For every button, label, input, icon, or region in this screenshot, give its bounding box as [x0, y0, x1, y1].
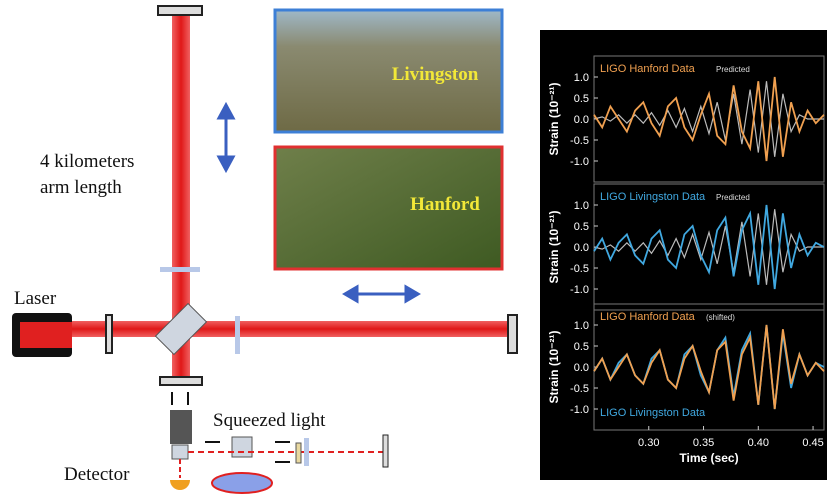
laser-label: Laser	[14, 288, 57, 309]
legend-entry: LIGO Hanford Data	[600, 311, 696, 323]
mirror	[508, 315, 517, 353]
optic	[304, 438, 309, 466]
y-tick-label: 1.0	[574, 320, 589, 332]
y-tick-label: 1.0	[574, 72, 589, 84]
x-tick-label: 0.40	[748, 437, 769, 449]
beam-splitter	[156, 304, 207, 355]
y-axis-label: Strain (10⁻²¹)	[547, 210, 561, 283]
y-tick-label: -1.0	[570, 284, 589, 296]
y-tick-label: -1.0	[570, 156, 589, 168]
y-tick-label: 0.5	[574, 221, 589, 233]
arrow-horizontal	[345, 287, 418, 301]
photo-label: Hanford	[410, 194, 480, 215]
detector-optic	[170, 410, 192, 444]
y-axis-label: Strain (10⁻²¹)	[547, 330, 561, 403]
x-tick-label: 0.30	[638, 437, 659, 449]
laser-beam	[20, 322, 72, 348]
y-tick-label: 0.0	[574, 362, 589, 374]
legend-entry: LIGO Livingston Data	[600, 191, 706, 203]
detector	[170, 480, 190, 490]
photo-label: Livingston	[392, 64, 479, 85]
arm-length: 4 kilometers	[40, 151, 134, 172]
figure: Laser 4 kilometers arm length Livingston…	[0, 0, 827, 500]
splitter	[172, 445, 188, 459]
mirror	[106, 315, 112, 353]
y-tick-label: -0.5	[570, 383, 589, 395]
squeezed-state	[212, 473, 272, 493]
x-tick-label: 0.45	[802, 437, 823, 449]
mirror	[160, 377, 202, 385]
mirror	[160, 267, 200, 272]
legend-entry: LIGO Hanford Data	[600, 63, 696, 75]
arrow-vertical	[219, 105, 233, 170]
y-tick-label: -0.5	[570, 135, 589, 147]
beam-horizontal	[72, 321, 512, 337]
y-tick-label: -1.0	[570, 404, 589, 416]
y-tick-label: 0.5	[574, 341, 589, 353]
legend-entry: LIGO Livingston Data	[600, 407, 706, 419]
x-axis-label: Time (sec)	[679, 451, 738, 465]
squeezed-label: Squeezed light	[213, 410, 326, 431]
legend-entry: Predicted	[716, 65, 750, 74]
detector-label: Detector	[64, 464, 130, 485]
annotation: (shifted)	[706, 313, 735, 322]
y-tick-label: -0.5	[570, 263, 589, 275]
arm-length: arm length	[40, 177, 122, 198]
mirror	[383, 435, 388, 467]
y-tick-label: 1.0	[574, 200, 589, 212]
legend-entry: Predicted	[716, 193, 750, 202]
splitter	[232, 437, 252, 457]
y-tick-label: 0.5	[574, 93, 589, 105]
y-tick-label: 0.0	[574, 114, 589, 126]
optic	[296, 443, 301, 463]
y-tick-label: 0.0	[574, 242, 589, 254]
mirror	[158, 6, 202, 15]
mirror	[235, 316, 240, 354]
y-axis-label: Strain (10⁻²¹)	[547, 82, 561, 155]
x-tick-label: 0.35	[693, 437, 714, 449]
